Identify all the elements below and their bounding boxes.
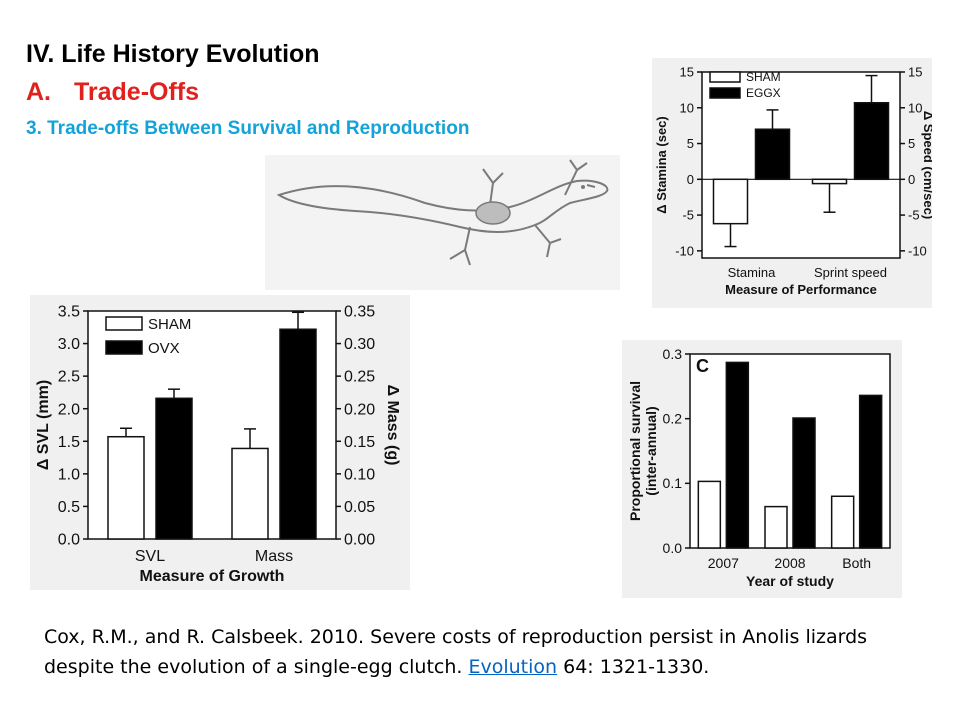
bar [231, 447, 269, 540]
y2-tick-label: 5 [908, 136, 915, 151]
y2-tick-label: 0.15 [344, 434, 375, 451]
y-tick-label: 0.1 [663, 475, 683, 491]
chart-growth: 0.0 0.5 1.0 1.5 2.0 2.5 3.0 3.5 0.00 0.05 0.10 0.15… [30, 295, 410, 590]
y-tick-label: 1.5 [58, 434, 80, 451]
y2-tick-label: 0.05 [344, 499, 375, 516]
legend-label: SHAM [746, 70, 781, 84]
bar [830, 495, 855, 549]
y2-tick-label: 15 [908, 65, 922, 80]
bar [697, 480, 722, 549]
legend-swatch [709, 87, 741, 99]
y2-axis-label: Δ Speed (cm/sec) [921, 111, 932, 219]
y-tick-label: 3.5 [58, 304, 80, 321]
x-axis-label: Measure of Growth [140, 568, 285, 585]
chart-performance-svg: 15 10 5 0 -5 -10 15 10 5 0 -5 -10 Stamina Sprint spee… [654, 65, 932, 297]
legend-swatch [709, 71, 741, 83]
bar [725, 361, 750, 549]
x-tick-label: 2008 [774, 555, 805, 571]
panel-label: C [696, 356, 709, 376]
y-tick-label: 15 [680, 65, 694, 80]
citation-line2: despite the evolution of a single-egg cl… [44, 656, 469, 678]
y2-tick-label: -10 [908, 243, 927, 258]
bar [155, 397, 193, 540]
evolution-journal-link[interactable]: Evolution [468, 656, 558, 678]
bar [853, 102, 890, 181]
legend-label: SHAM [148, 316, 191, 333]
citation-line2-end: 64: 1321-1330. [557, 656, 710, 678]
y-tick-label: 5 [687, 136, 694, 151]
y-tick-label: 3.0 [58, 336, 80, 353]
legend-label: OVX [148, 340, 180, 357]
y2-tick-label: 0.10 [344, 466, 375, 483]
y2-tick-label: -5 [908, 208, 920, 223]
y2-tick-label: 10 [908, 100, 922, 115]
y2-tick-label: 0.00 [344, 532, 375, 549]
y-tick-label: 0.0 [663, 540, 683, 556]
x-tick-label: Sprint speed [814, 265, 887, 280]
chart-growth-svg: 0.0 0.5 1.0 1.5 2.0 2.5 3.0 3.5 0.00 0.05 0.10 0.15… [35, 304, 401, 585]
y-tick-label: 2.0 [58, 401, 80, 418]
y2-axis-label: Δ Mass (g) [384, 385, 401, 466]
y2-tick-label: 0.20 [344, 401, 375, 418]
bar [712, 178, 749, 225]
y-axis-label: Δ SVL (mm) [35, 380, 52, 470]
y-tick-label: -10 [675, 243, 694, 258]
y-tick-label: 0.5 [58, 499, 80, 516]
y-axis-label: Δ Stamina (sec) [654, 116, 669, 214]
bar [858, 394, 883, 549]
bar [792, 417, 816, 549]
legend-swatch [105, 316, 143, 331]
slide-title: IV. Life History Evolution [26, 40, 320, 68]
y-tick-label: -5 [682, 208, 694, 223]
chart-survival: 0.0 0.1 0.2 0.3 2007 2008 Both Year of study Pro… [622, 340, 902, 598]
x-axis-label: Year of study [746, 573, 834, 589]
bar [279, 328, 317, 540]
chart-survival-svg: 0.0 0.1 0.2 0.3 2007 2008 Both Year of study Pro… [627, 346, 891, 589]
citation: Cox, R.M., and R. Calsbeek. 2010. Severe… [44, 622, 924, 682]
bar [811, 178, 848, 185]
slide-subtitle: A. Trade-Offs [26, 78, 199, 107]
x-tick-label: Stamina [728, 265, 776, 280]
y-axis-label-2: (inter-annual) [643, 406, 659, 495]
citation-line1: Cox, R.M., and R. Calsbeek. 2010. Severe… [44, 626, 868, 648]
y-tick-label: 0.0 [58, 532, 80, 549]
y2-tick-label: 0.30 [344, 336, 375, 353]
bar [764, 505, 788, 549]
y2-tick-label: 0 [908, 172, 915, 187]
y-axis-label: Proportional survival [627, 381, 643, 521]
lizard-illustration [265, 155, 620, 290]
plot-frame [689, 353, 891, 549]
x-tick-label: Both [842, 555, 871, 571]
y2-tick-label: 0.25 [344, 369, 375, 386]
x-axis-label: Measure of Performance [725, 282, 877, 297]
subtitle-text: Trade-Offs [74, 78, 200, 106]
y-tick-label: 10 [680, 100, 694, 115]
legend-label: EGGX [746, 86, 781, 100]
subtitle-number: A. [26, 78, 51, 106]
legend-swatch [105, 340, 143, 355]
y2-tick-label: 0.35 [344, 304, 375, 321]
y-tick-label: 2.5 [58, 369, 80, 386]
y-tick-label: 0.2 [663, 411, 683, 427]
y-tick-label: 0.3 [663, 346, 683, 362]
bar [107, 435, 145, 540]
y-tick-label: 0 [687, 172, 694, 187]
x-tick-label: SVL [135, 548, 165, 565]
y-tick-label: 1.0 [58, 466, 80, 483]
bar [754, 128, 791, 181]
section-heading: 3. Trade-offs Between Survival and Repro… [26, 118, 470, 139]
x-tick-label: 2007 [708, 555, 739, 571]
x-tick-label: Mass [255, 548, 293, 565]
chart-performance: 15 10 5 0 -5 -10 15 10 5 0 -5 -10 Stamina Sprint spee… [652, 58, 932, 308]
